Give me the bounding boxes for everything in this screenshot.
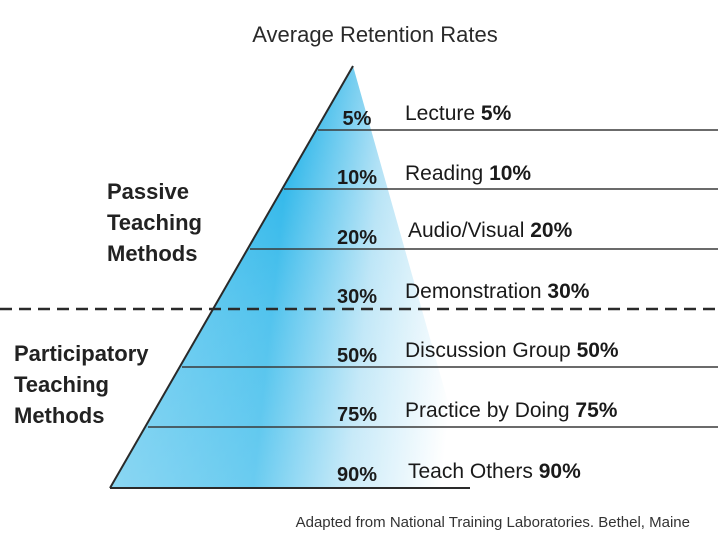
level-label-discussion: Discussion Group 50% xyxy=(405,339,619,362)
pyramid-left-edge xyxy=(109,65,354,489)
level-pct-discussion: 50% xyxy=(337,345,377,367)
level-label-demonstration: Demonstration 30% xyxy=(405,280,590,303)
group-label-line: Participatory xyxy=(14,341,149,366)
level-pct-lecture: 5% xyxy=(343,108,372,130)
level-label-teach: Teach Others 90% xyxy=(408,460,581,483)
level-label-practice: Practice by Doing 75% xyxy=(405,399,618,422)
level-pct-audio-visual: 20% xyxy=(337,227,377,249)
pyramid-shade xyxy=(110,66,480,488)
group-label-line: Methods xyxy=(14,403,104,428)
source-caption: Adapted from National Training Laborator… xyxy=(296,514,690,531)
level-pct-reading: 10% xyxy=(337,167,377,189)
level-label-lecture: Lecture 5% xyxy=(405,102,512,125)
group-label-line: Teaching xyxy=(14,372,109,397)
group-label-participatory: Participatory Teaching Methods xyxy=(14,341,149,428)
level-label-reading: Reading 10% xyxy=(405,162,531,185)
group-label-passive: Passive Teaching Methods xyxy=(107,179,202,266)
diagram-title: Average Retention Rates xyxy=(252,22,497,47)
level-label-audio-visual: Audio/Visual 20% xyxy=(408,219,573,242)
group-label-line: Methods xyxy=(107,241,197,266)
level-separators xyxy=(148,129,718,428)
group-label-line: Teaching xyxy=(107,210,202,235)
level-pct-practice: 75% xyxy=(337,404,377,426)
group-label-line: Passive xyxy=(107,179,189,204)
level-pct-teach: 90% xyxy=(337,464,377,486)
level-pct-demonstration: 30% xyxy=(337,286,377,308)
